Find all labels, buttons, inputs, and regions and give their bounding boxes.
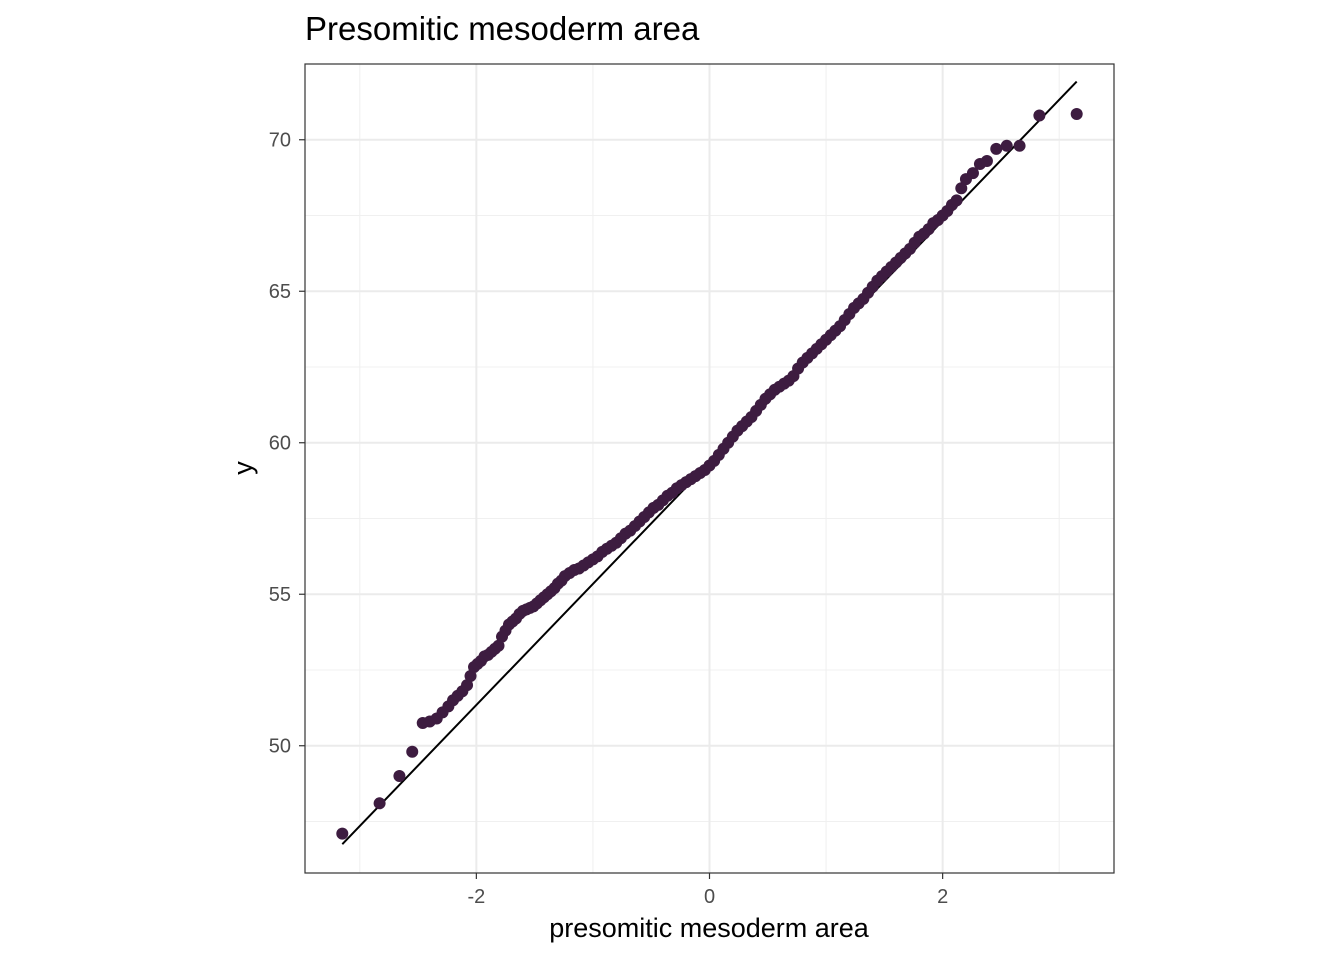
data-point — [1033, 109, 1046, 122]
data-point — [1070, 107, 1083, 120]
data-point — [1000, 139, 1013, 152]
data-points — [336, 107, 1083, 840]
y-axis-title: y — [228, 461, 258, 475]
y-tick-label: 65 — [269, 281, 291, 303]
x-axis-title: presomitic mesoderm area — [549, 913, 870, 943]
y-tick-label: 50 — [269, 736, 291, 758]
x-axis-ticks: -2 0 2 — [467, 873, 948, 908]
y-tick-label: 55 — [269, 584, 291, 606]
data-point — [406, 745, 419, 758]
data-point — [373, 797, 386, 810]
data-point — [464, 670, 477, 683]
data-point — [966, 167, 979, 180]
x-tick-label: 2 — [937, 886, 948, 908]
data-point — [980, 154, 993, 167]
x-tick-label: 0 — [704, 886, 715, 908]
data-point — [1013, 139, 1026, 152]
data-point — [492, 639, 505, 652]
data-point — [461, 679, 474, 692]
major-gridlines — [305, 64, 1114, 873]
y-tick-label: 60 — [269, 433, 291, 455]
data-point — [950, 194, 963, 207]
data-point — [955, 182, 968, 195]
data-point — [336, 827, 349, 840]
chart-title: Presomitic mesoderm area — [305, 10, 700, 47]
y-tick-label: 70 — [269, 130, 291, 152]
y-axis-ticks: 50 55 60 65 70 — [269, 130, 305, 758]
data-point — [393, 770, 406, 783]
data-point — [990, 142, 1003, 155]
x-tick-label: -2 — [467, 886, 485, 908]
